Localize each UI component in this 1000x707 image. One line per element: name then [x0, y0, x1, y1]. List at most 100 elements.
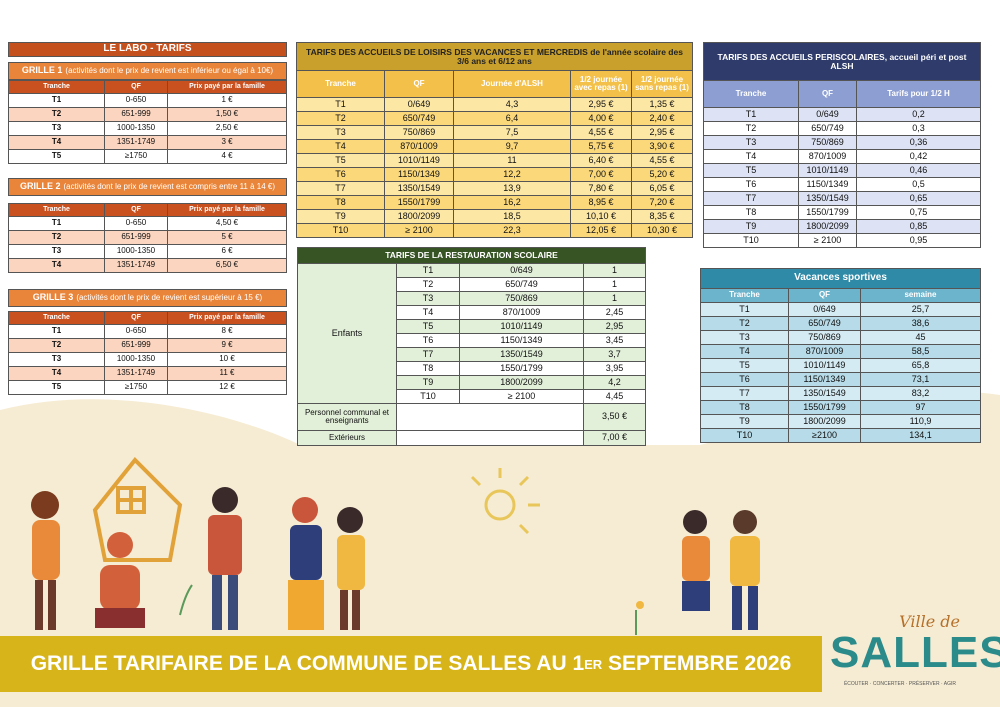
extra-price: 7,00 € — [583, 430, 646, 446]
table-cell: 3,90 € — [631, 139, 693, 154]
table-cell: 4 € — [167, 149, 287, 164]
table-cell: 1351-1749 — [104, 258, 168, 273]
table-cell: T8 — [703, 205, 799, 220]
table-cell: 1150/1349 — [798, 177, 857, 192]
table-cell: 750/869 — [798, 135, 857, 150]
banner: GRILLE TARIFAIRE DE LA COMMUNE DE SALLES… — [0, 636, 822, 692]
table-cell: T6 — [703, 177, 799, 192]
table-cell: 16,2 — [453, 195, 571, 210]
extra-empty — [396, 430, 584, 446]
table-cell: T3 — [8, 244, 105, 259]
column-header: Prix payé par la famille — [167, 203, 287, 217]
table-cell: 25,7 — [860, 302, 981, 317]
table-cell: 73,1 — [860, 372, 981, 387]
table-cell: 6,50 € — [167, 258, 287, 273]
table-cell: 1150/1349 — [788, 372, 861, 387]
table-cell: T4 — [703, 149, 799, 164]
table-cell: T8 — [396, 361, 460, 376]
table-cell: 0,2 — [856, 107, 981, 122]
table-cell: 10 € — [167, 352, 287, 367]
table-cell: 0,3 — [856, 121, 981, 136]
table-cell: 2,40 € — [631, 111, 693, 126]
table-cell: 750/869 — [384, 125, 454, 140]
table-cell: 110,9 — [860, 414, 981, 429]
extra-label: Personnel communal et enseignants — [297, 403, 397, 431]
table-cell: 0/649 — [798, 107, 857, 122]
table-cell: T9 — [700, 414, 789, 429]
table-cell: T4 — [8, 258, 105, 273]
table-cell: 58,5 — [860, 344, 981, 359]
table-cell: ≥ 2100 — [384, 223, 454, 238]
table-cell: 870/1009 — [788, 344, 861, 359]
table-cell: 1 — [583, 277, 646, 292]
extra-price: 3,50 € — [583, 403, 646, 431]
table-cell: 0,75 — [856, 205, 981, 220]
logo-tagline: ÉCOUTER · CONCERTER · PRÉSERVER · AGIR — [843, 681, 957, 687]
table-cell: 0/649 — [459, 263, 584, 278]
table-cell: 651-999 — [104, 230, 168, 245]
table-cell: 4,55 € — [570, 125, 632, 140]
table-cell: 12,2 — [453, 167, 571, 182]
table-cell: 1000-1350 — [104, 121, 168, 136]
table-cell: 4,45 — [583, 389, 646, 404]
table-cell: 1,35 € — [631, 97, 693, 112]
table-cell: 6,40 € — [570, 153, 632, 168]
table-cell: T1 — [396, 263, 460, 278]
column-header: Tranche — [296, 70, 385, 98]
extra-empty — [396, 403, 584, 431]
table-cell: 11 € — [167, 366, 287, 381]
logo-name: SALLES — [830, 628, 1000, 677]
column-header: Tranche — [8, 203, 105, 217]
table-cell: T3 — [296, 125, 385, 140]
table-cell: T4 — [700, 344, 789, 359]
table-cell: 1350/1549 — [788, 386, 861, 401]
table-cell: 6,05 € — [631, 181, 693, 196]
table-cell: 1550/1799 — [798, 205, 857, 220]
table-cell: 0-650 — [104, 93, 168, 108]
table-cell: 650/749 — [788, 316, 861, 331]
table-cell: 134,1 — [860, 428, 981, 443]
table-cell: 0/649 — [384, 97, 454, 112]
logo-prefix: Ville de — [899, 612, 960, 631]
table-cell: 4,55 € — [631, 153, 693, 168]
column-header: QF — [384, 70, 454, 98]
table-cell: ≥ 2100 — [459, 389, 584, 404]
table-cell: T5 — [296, 153, 385, 168]
column-header: 1/2 journée avec repas (1) — [570, 70, 632, 98]
table-cell: ≥1750 — [104, 380, 168, 395]
table-cell: 38,6 — [860, 316, 981, 331]
table-cell: 0,95 — [856, 233, 981, 248]
table-cell: T1 — [703, 107, 799, 122]
table-cell: T5 — [8, 149, 105, 164]
table-cell: T3 — [703, 135, 799, 150]
table-cell: T9 — [396, 375, 460, 390]
table-cell: T2 — [8, 338, 105, 353]
table-cell: 0,36 — [856, 135, 981, 150]
table-cell: 750/869 — [459, 291, 584, 306]
table-cell: 7,20 € — [631, 195, 693, 210]
grille-subtitle: (activités dont le prix de revient est s… — [76, 292, 263, 302]
table-cell: 65,8 — [860, 358, 981, 373]
table-cell: 1800/2099 — [798, 219, 857, 234]
table-cell: T4 — [396, 305, 460, 320]
table-cell: 83,2 — [860, 386, 981, 401]
table-cell: 1800/2099 — [384, 209, 454, 224]
extra-label: Extérieurs — [297, 430, 397, 446]
table-cell: 2,95 € — [631, 125, 693, 140]
table-cell: T10 — [700, 428, 789, 443]
table-cell: T7 — [296, 181, 385, 196]
table-cell: 651-999 — [104, 107, 168, 122]
table-cell: 0-650 — [104, 216, 168, 231]
table-cell: T6 — [396, 333, 460, 348]
table-cell: 650/749 — [459, 277, 584, 292]
table-cell: 1010/1149 — [798, 163, 857, 178]
column-header: QF — [788, 288, 861, 303]
table-cell: 7,00 € — [570, 167, 632, 182]
table-cell: T10 — [296, 223, 385, 238]
restauration-title: TARIFS DE LA RESTAURATION SCOLAIRE — [297, 247, 646, 264]
table-cell: 12,05 € — [570, 223, 632, 238]
table-cell: 3,95 — [583, 361, 646, 376]
table-cell: T10 — [703, 233, 799, 248]
table-cell: T7 — [396, 347, 460, 362]
